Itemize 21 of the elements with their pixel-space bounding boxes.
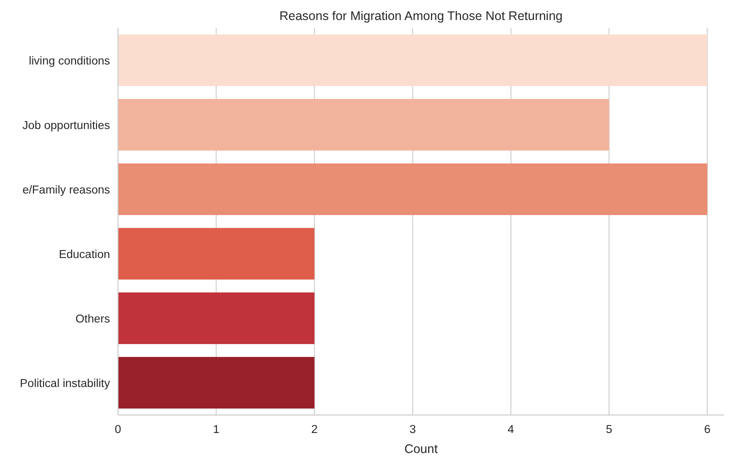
bar [118, 163, 708, 216]
bar [118, 292, 314, 344]
x-tick-label: 0 [114, 424, 122, 436]
bar [118, 356, 314, 409]
x-tick-label: 5 [606, 424, 612, 436]
y-tick-label: e/Family reasons [22, 184, 110, 196]
bar [118, 98, 610, 151]
x-tick-label: 1 [213, 424, 220, 436]
y-tick-label: Job opportunities [22, 120, 110, 132]
chart-title: Reasons for Migration Among Those Not Returning [279, 9, 563, 23]
y-tick-label: Education [58, 248, 110, 261]
x-tick-label: 6 [704, 424, 711, 436]
y-tick-label: Others [75, 313, 110, 326]
x-tick-label: 2 [311, 424, 318, 436]
bar [118, 34, 708, 86]
bar [118, 228, 314, 280]
y-tick-label: living conditions [28, 55, 110, 68]
x-tick-label: 4 [508, 424, 515, 436]
x-tick-label: 3 [409, 424, 416, 436]
y-tick-label: Political instability [20, 378, 110, 390]
x-axis-title: Count [404, 442, 438, 456]
